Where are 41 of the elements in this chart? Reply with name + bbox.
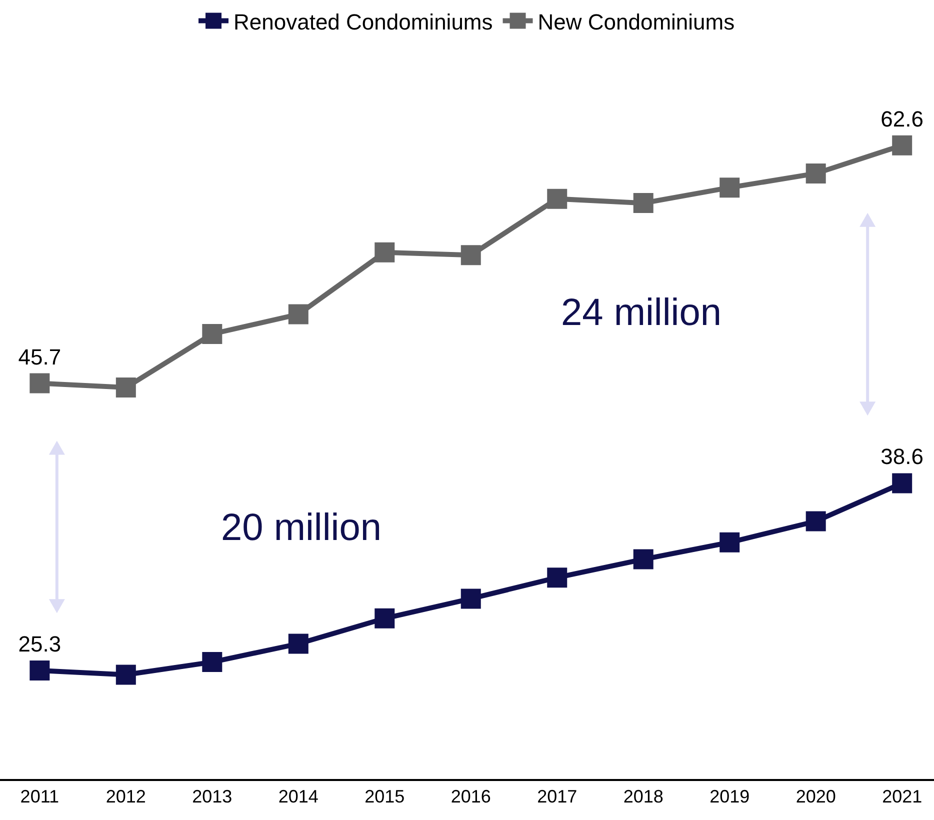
point xyxy=(892,473,912,494)
x-tick-label: 2020 xyxy=(796,786,836,806)
point xyxy=(288,634,308,654)
point xyxy=(892,135,912,156)
point xyxy=(720,532,740,552)
legend-label: Renovated Condominiums xyxy=(234,9,493,34)
point xyxy=(633,549,654,570)
point xyxy=(806,163,826,184)
annotation: 24 million xyxy=(561,292,722,334)
x-tick-label: 2015 xyxy=(364,786,405,806)
point xyxy=(116,378,136,398)
data-label: 45.7 xyxy=(18,344,62,370)
x-tick-label: 2021 xyxy=(882,786,922,806)
point xyxy=(720,178,740,198)
point xyxy=(202,652,222,672)
point xyxy=(374,242,395,262)
point xyxy=(288,304,308,324)
point xyxy=(374,608,395,628)
point xyxy=(806,511,826,532)
legend-label: New Condominiums xyxy=(538,9,735,34)
point xyxy=(202,324,222,344)
data-label: 38.6 xyxy=(880,444,924,470)
x-tick-label: 2014 xyxy=(278,786,318,806)
x-tick-label: 2019 xyxy=(710,786,750,806)
point xyxy=(633,193,654,214)
annotation: 20 million xyxy=(221,507,382,549)
x-tick-label: 2011 xyxy=(20,786,60,806)
x-tick-label: 2013 xyxy=(192,786,232,806)
x-tick-label: 2012 xyxy=(106,786,146,806)
x-tick-label: 2016 xyxy=(450,786,491,806)
point xyxy=(547,568,568,588)
x-tick-label: 2018 xyxy=(623,786,664,806)
point xyxy=(30,660,50,681)
data-label: 62.6 xyxy=(880,106,924,132)
point xyxy=(547,188,568,209)
point xyxy=(116,664,136,685)
data-label: 25.3 xyxy=(18,632,62,657)
x-tick-label: 2017 xyxy=(537,786,578,806)
point xyxy=(460,588,481,609)
point xyxy=(460,245,481,266)
point xyxy=(30,373,50,394)
